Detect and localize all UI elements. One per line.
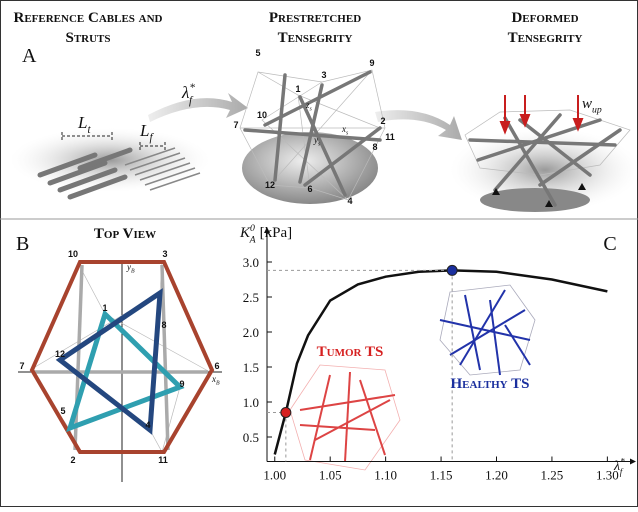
symbol-sub: A <box>249 234 256 245</box>
symbol-sup: * <box>189 82 195 94</box>
label: 10 <box>68 249 78 259</box>
label: Prestretched <box>269 10 361 26</box>
label: Reference Cables and <box>14 10 163 26</box>
symbol-sup: 0 <box>250 223 255 234</box>
healthy-ts-drawing <box>440 285 535 375</box>
label: 6 <box>214 361 219 371</box>
symbol-sub: s <box>346 131 349 137</box>
label: 2 <box>70 455 75 465</box>
label: C <box>603 233 616 255</box>
label: 3 <box>162 249 167 259</box>
reference-elements <box>10 93 462 197</box>
label: Deformed <box>511 10 578 26</box>
x-tick-label: 1.20 <box>485 468 508 483</box>
tumor-ts-drawing <box>290 365 400 470</box>
point <box>447 265 457 275</box>
label: 10 <box>257 110 267 120</box>
symbol-base: L <box>139 121 149 140</box>
y-tick-label: 3.0 <box>243 255 259 270</box>
label: 7 <box>233 120 238 130</box>
chart: 0.5 1.0 1.5 2.0 2.5 3.0 1.00 1.05 1.10 1.15 1.20 1.… <box>243 227 636 483</box>
label: A <box>22 45 37 67</box>
symbol-base: L <box>77 113 87 132</box>
label: Struts <box>65 30 110 46</box>
x-tick-label: 1.25 <box>541 468 564 483</box>
symbol-sub: s <box>310 107 313 113</box>
label: 5 <box>255 48 260 58</box>
x-axis-label: λ*f <box>613 456 625 477</box>
guide-line <box>267 270 452 461</box>
label: 5 <box>60 406 65 416</box>
y-tick-label: 2.5 <box>243 290 259 305</box>
label: B <box>16 233 29 255</box>
figure: 0.5 1.0 1.5 2.0 2.5 3.0 1.00 1.05 1.10 1.15 1.20 1.… <box>0 0 638 507</box>
symbol-sub: up <box>592 105 602 116</box>
y-tick-label: 2.0 <box>243 325 259 340</box>
label: 8 <box>161 320 166 330</box>
axis-symbol: xs <box>341 124 349 137</box>
symbol-base: w <box>582 96 592 112</box>
top-view <box>18 262 222 482</box>
symbol-unit: [kPa] <box>260 225 293 241</box>
point <box>281 408 291 418</box>
label: 9 <box>369 58 374 68</box>
label: 9 <box>179 379 184 389</box>
symbol-sub: f <box>620 467 624 477</box>
label: 7 <box>19 361 24 371</box>
label: 4 <box>347 196 352 206</box>
label: Tensegrity <box>278 30 353 46</box>
label: 3 <box>321 70 326 80</box>
symbol-sup: * <box>620 456 625 466</box>
symbol-sub: B <box>216 381 220 387</box>
x-tick-label: 1.00 <box>263 468 286 483</box>
label: Tensegrity <box>508 30 583 46</box>
annotation: Healthy TS <box>451 376 530 392</box>
label: Top View <box>94 226 156 242</box>
uplift: wup <box>582 96 602 116</box>
label: 8 <box>372 142 377 152</box>
label: 12 <box>55 349 65 359</box>
x-tick-label: 1.10 <box>374 468 397 483</box>
label: 11 <box>385 132 395 142</box>
label: 6 <box>307 184 312 194</box>
label: 4 <box>145 420 150 430</box>
frame <box>1 1 638 507</box>
annotation: Tumor TS <box>317 344 384 360</box>
x-tick-label: 1.15 <box>430 468 453 483</box>
label: 12 <box>265 180 275 190</box>
label: 11 <box>158 455 168 465</box>
y-tick-label: 0.5 <box>243 430 259 445</box>
x-tick-label: 1.05 <box>319 468 342 483</box>
axis-symbol: xB <box>211 374 220 387</box>
y-tick-label: 1.5 <box>243 360 259 375</box>
label: 1 <box>295 84 300 94</box>
label: 1 <box>102 303 107 313</box>
deformed-tensegrity <box>450 95 638 212</box>
symbol-sub: B <box>131 269 135 275</box>
label: 2 <box>380 116 385 126</box>
y-tick-label: 1.0 <box>243 395 259 410</box>
